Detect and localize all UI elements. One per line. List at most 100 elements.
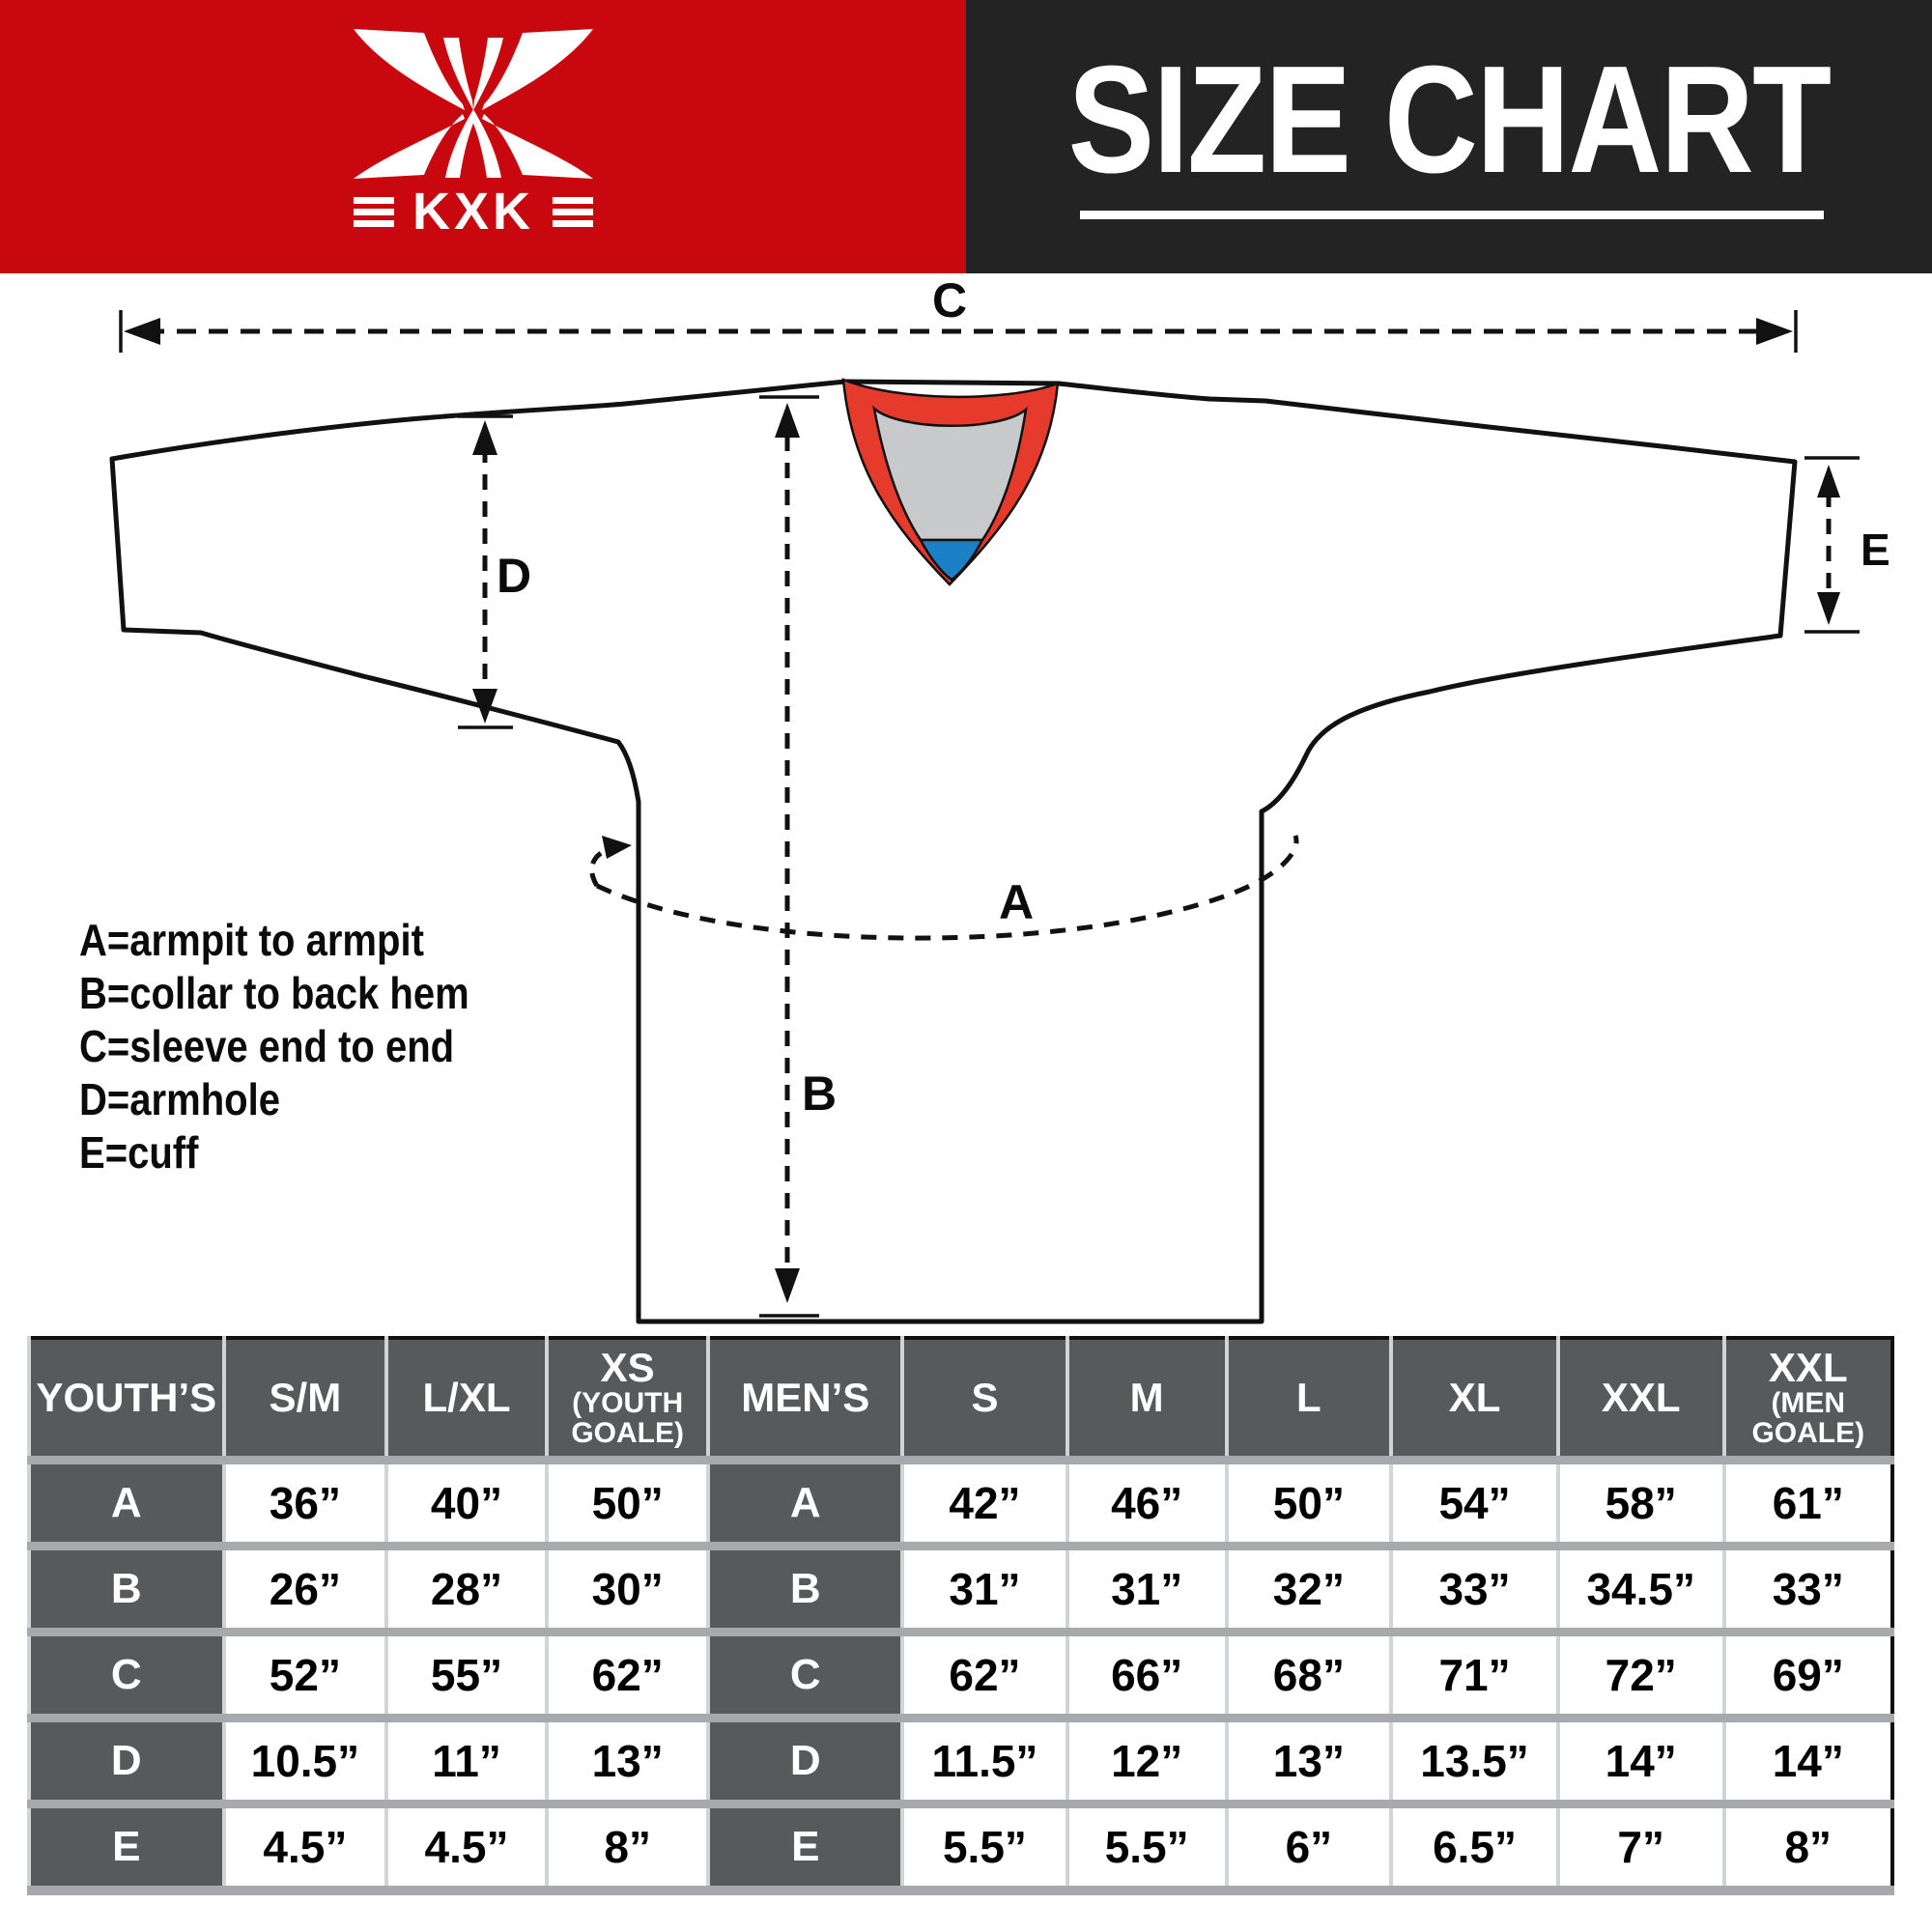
mens-B-value-5: 33” [1721, 1546, 1892, 1636]
youth-E-value-0: 4.5” [221, 1804, 387, 1895]
youth-B-value-1: 28” [384, 1546, 547, 1636]
column-header-7: L [1224, 1338, 1392, 1464]
label-c: C [932, 273, 967, 327]
size-table-header: YOUTH’S S/M L/XL XS (YOUTH GOALE) MEN’S S M L XL X… [27, 1338, 1892, 1464]
page-title: SIZE CHART [1067, 35, 1833, 205]
collar-inner [872, 405, 1028, 542]
mens-E-value-1: 5.5” [1065, 1804, 1227, 1895]
column-header-9: XXL [1555, 1338, 1724, 1464]
mens-A-value-0: 42” [900, 1460, 1067, 1550]
table-row-B: B 26” 28” 30” B 31” 31” 32” 33” 34.5” 33” [27, 1546, 1892, 1636]
youth-A-value-1: 40” [384, 1460, 547, 1550]
column-header-3: XS (YOUTH GOALE) [544, 1338, 709, 1464]
title-underline [1080, 211, 1824, 219]
jersey-measurement-diagram: C D B A E [109, 273, 1890, 1324]
mens-C-value-1: 66” [1065, 1632, 1227, 1722]
column-header-2: L/XL [384, 1338, 547, 1464]
label-e: E [1861, 525, 1890, 575]
youth-C-value-2: 62” [544, 1632, 709, 1722]
measure-e-arrow [1804, 456, 1860, 634]
kxk-logo-icon: KXK [354, 29, 593, 237]
mens-D-value-5: 14” [1721, 1718, 1892, 1808]
column-header-0: YOUTH’S [27, 1338, 224, 1464]
table-row-C: C 52” 55” 62” C 62” 66” 68” 71” 72” 69” [27, 1632, 1892, 1722]
youth-D-value-1: 11” [384, 1718, 547, 1808]
youth-C-value-0: 52” [221, 1632, 387, 1722]
mens-C-value-3: 71” [1389, 1632, 1558, 1722]
row-label-mens-D: D [706, 1718, 903, 1808]
kxk-wordmark: KXK [412, 183, 534, 237]
mens-D-value-3: 13.5” [1389, 1718, 1558, 1808]
label-b: B [802, 1066, 837, 1121]
mens-E-value-5: 8” [1721, 1804, 1892, 1895]
jersey-outline [109, 379, 1798, 1324]
mens-A-value-1: 46” [1065, 1460, 1227, 1550]
mens-A-value-2: 50” [1224, 1460, 1392, 1550]
row-label-youth-E: E [27, 1804, 224, 1895]
column-header-4: MEN’S [706, 1338, 903, 1464]
size-table-body: A 36” 40” 50” A 42” 46” 50” 54” 58” 61” B 26” 28” 30” B… [27, 1460, 1892, 1895]
title-banner: SIZE CHART [966, 0, 1932, 273]
measurement-legend: A=armpit to armpit B=collar to back hem … [79, 914, 469, 1179]
mens-D-value-4: 14” [1555, 1718, 1724, 1808]
column-header-1: S/M [221, 1338, 387, 1464]
mens-E-value-3: 6.5” [1389, 1804, 1558, 1895]
mens-B-value-4: 34.5” [1555, 1546, 1724, 1636]
row-label-mens-B: B [706, 1546, 903, 1636]
table-row-A: A 36” 40” 50” A 42” 46” 50” 54” 58” 61” [27, 1460, 1892, 1550]
mens-B-value-2: 32” [1224, 1546, 1392, 1636]
column-subheader-10: (MEN GOALE) [1751, 1387, 1865, 1450]
measure-d-arrow [458, 414, 513, 729]
row-label-mens-E: E [706, 1804, 903, 1895]
youth-E-value-2: 8” [544, 1804, 709, 1895]
mens-C-value-5: 69” [1721, 1632, 1892, 1722]
youth-D-value-2: 13” [544, 1718, 709, 1808]
size-table: YOUTH’S S/M L/XL XS (YOUTH GOALE) MEN’S S M L XL X… [27, 1336, 1894, 1895]
table-row-D: D 10.5” 11” 13” D 11.5” 12” 13” 13.5” 14” 14” [27, 1718, 1892, 1808]
column-header-5: S [900, 1338, 1067, 1464]
measure-c-arrow [119, 310, 1798, 353]
mens-C-value-0: 62” [900, 1632, 1067, 1722]
mens-B-value-1: 31” [1065, 1546, 1227, 1636]
mens-D-value-1: 12” [1065, 1718, 1227, 1808]
row-label-mens-A: A [706, 1460, 903, 1550]
label-d: D [497, 549, 531, 603]
table-row-E: E 4.5” 4.5” 8” E 5.5” 5.5” 6” 6.5” 7” 8” [27, 1804, 1892, 1895]
column-subheader-3: (YOUTH GOALE) [571, 1387, 684, 1450]
column-header-10: XXL (MEN GOALE) [1721, 1338, 1892, 1464]
mens-A-value-3: 54” [1389, 1460, 1558, 1550]
collar-insert [918, 538, 985, 582]
row-label-youth-B: B [27, 1546, 224, 1636]
legend-line-b: B=collar to back hem [79, 968, 469, 1018]
label-a: A [999, 875, 1034, 929]
row-label-youth-A: A [27, 1460, 224, 1550]
legend-line-d: D=armhole [79, 1074, 280, 1124]
youth-C-value-1: 55” [384, 1632, 547, 1722]
mens-A-value-5: 61” [1721, 1460, 1892, 1550]
mens-D-value-0: 11.5” [900, 1718, 1067, 1808]
legend-line-a: A=armpit to armpit [79, 915, 424, 965]
row-label-mens-C: C [706, 1632, 903, 1722]
brand-banner: KXK [0, 0, 966, 273]
legend-line-e: E=cuff [79, 1127, 199, 1178]
youth-B-value-2: 30” [544, 1546, 709, 1636]
mens-B-value-3: 33” [1389, 1546, 1558, 1636]
mens-E-value-2: 6” [1224, 1804, 1392, 1895]
measure-b-arrow [759, 395, 819, 1318]
youth-D-value-0: 10.5” [221, 1718, 387, 1808]
mens-E-value-0: 5.5” [900, 1804, 1067, 1895]
row-label-youth-D: D [27, 1718, 224, 1808]
column-header-8: XL [1389, 1338, 1558, 1464]
legend-line-c: C=sleeve end to end [79, 1021, 455, 1071]
measure-a-ellipse [589, 835, 1299, 941]
mens-A-value-4: 58” [1555, 1460, 1724, 1550]
youth-B-value-0: 26” [221, 1546, 387, 1636]
mens-C-value-4: 72” [1555, 1632, 1724, 1722]
mens-B-value-0: 31” [900, 1546, 1067, 1636]
mens-C-value-2: 68” [1224, 1632, 1392, 1722]
row-label-youth-C: C [27, 1632, 224, 1722]
mens-D-value-2: 13” [1224, 1718, 1392, 1808]
column-header-6: M [1065, 1338, 1227, 1464]
youth-A-value-2: 50” [544, 1460, 709, 1550]
